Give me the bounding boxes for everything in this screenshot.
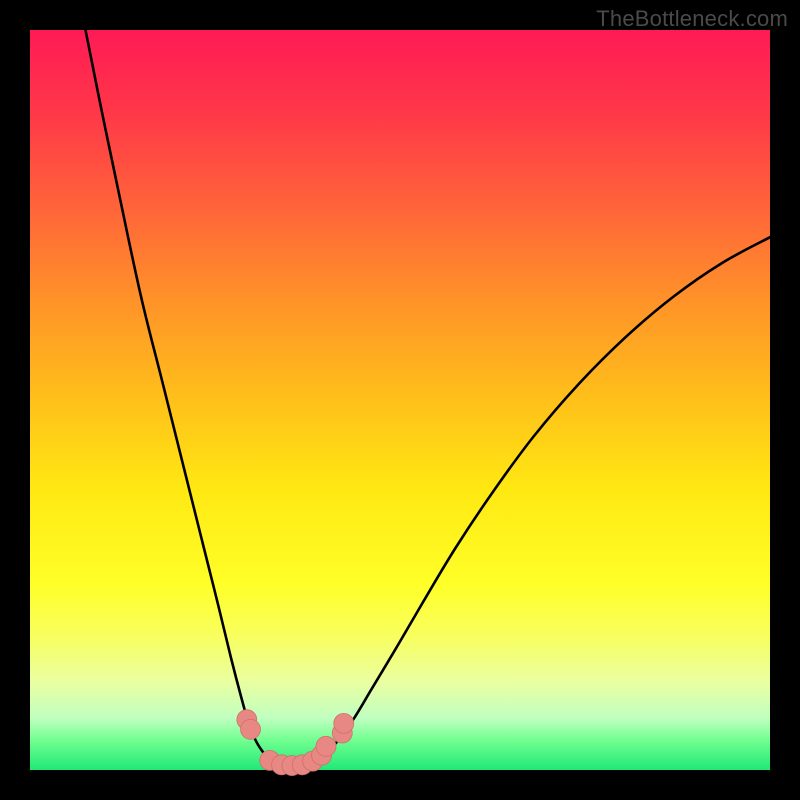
chart-svg — [30, 30, 770, 770]
chart-plot-area — [30, 30, 770, 770]
data-marker — [241, 719, 261, 739]
data-marker — [316, 736, 336, 756]
curve-right-branch — [287, 237, 770, 766]
curve-left-branch — [86, 30, 287, 766]
watermark-text: TheBottleneck.com — [596, 6, 788, 32]
data-marker — [334, 713, 354, 733]
